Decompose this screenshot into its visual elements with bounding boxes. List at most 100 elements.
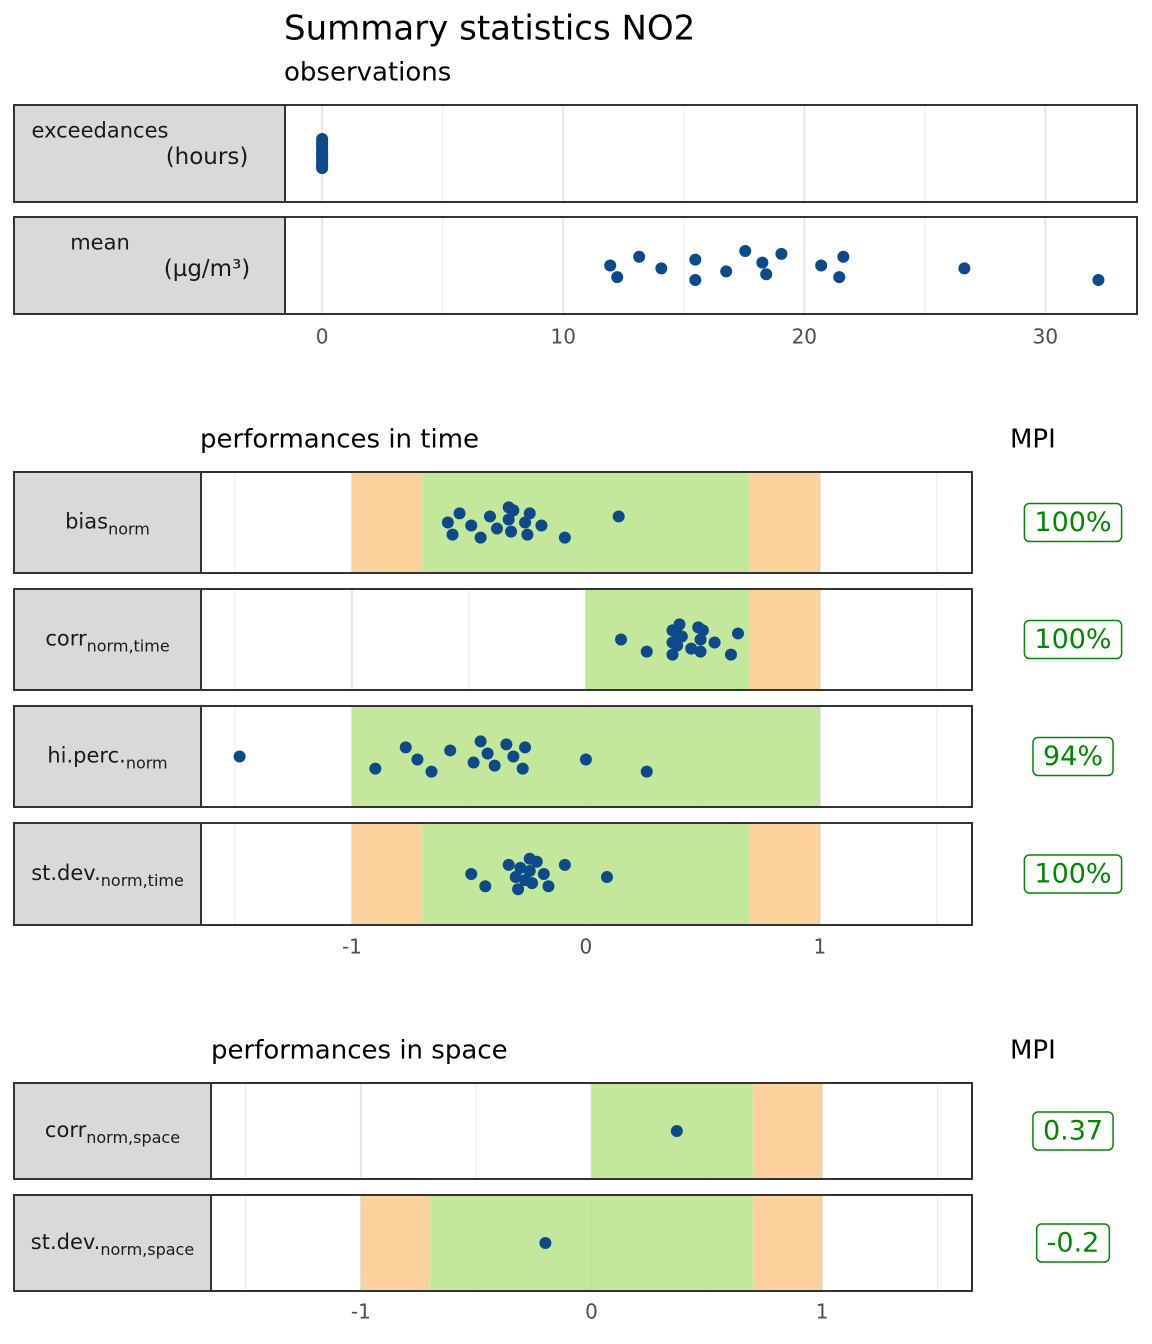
point	[558, 858, 571, 871]
strip-label: bias	[65, 510, 108, 534]
x-tick-label: -1	[351, 1300, 371, 1324]
point	[479, 880, 492, 893]
point	[411, 753, 424, 766]
mpi-value: 0.37	[1043, 1116, 1103, 1147]
x-tick-label: 0	[316, 325, 329, 349]
point	[519, 516, 532, 529]
band	[351, 823, 423, 925]
band	[360, 1195, 431, 1291]
mpi-value: 100%	[1034, 859, 1111, 890]
strip-unit: (µg/m³)	[164, 256, 251, 282]
mpi-title: MPI	[1010, 1036, 1056, 1066]
point	[833, 271, 846, 284]
point	[732, 627, 745, 640]
point	[756, 256, 769, 269]
band	[752, 1195, 823, 1291]
strip-subscript: norm,space	[100, 1240, 194, 1259]
point	[399, 741, 412, 754]
point	[1092, 274, 1105, 287]
point	[689, 274, 702, 287]
point	[502, 513, 515, 526]
strip	[13, 1082, 212, 1180]
mpi-box	[1032, 1111, 1114, 1151]
point	[530, 855, 543, 868]
point	[514, 861, 527, 874]
strip	[13, 216, 286, 315]
point	[600, 871, 613, 884]
point	[633, 250, 646, 263]
point	[474, 735, 487, 748]
strip-label-group: st.dev.norm,time	[31, 861, 184, 890]
strip	[13, 1194, 212, 1292]
point	[316, 150, 329, 163]
x-tick-label: 0	[580, 935, 593, 959]
point	[708, 636, 721, 649]
point	[612, 510, 625, 523]
strip-subscript: norm,time	[101, 871, 184, 890]
point	[526, 877, 539, 890]
point	[523, 507, 536, 520]
point	[670, 1125, 683, 1137]
point	[425, 765, 438, 778]
point	[815, 259, 828, 272]
panel-background	[285, 217, 1137, 314]
mpi-title: MPI	[1010, 425, 1056, 455]
strip-label: corr	[45, 1118, 87, 1142]
strip	[13, 104, 286, 203]
point	[775, 247, 788, 260]
point	[558, 531, 571, 544]
mpi-value: 94%	[1043, 741, 1103, 772]
point	[316, 138, 329, 151]
strip-label: corr	[45, 627, 87, 651]
point	[505, 525, 518, 538]
x-tick-label: 0	[585, 1300, 598, 1324]
strip-unit: (hours)	[166, 144, 249, 170]
x-tick-label: 20	[792, 325, 817, 349]
strip-label: mean	[70, 231, 130, 255]
strip-subscript: norm,space	[86, 1128, 180, 1147]
point	[689, 253, 702, 266]
strip-label: st.dev.	[31, 1230, 101, 1254]
mpi-box	[1032, 736, 1114, 777]
strip-label-group: hi.perc.norm	[47, 744, 167, 773]
point	[512, 883, 525, 896]
mpi-value: -0.2	[1047, 1228, 1100, 1259]
strip-label-group: corrnorm,time	[45, 627, 169, 656]
point	[655, 262, 668, 275]
point	[837, 250, 850, 263]
point	[369, 762, 382, 775]
point	[521, 528, 534, 541]
point	[673, 618, 686, 631]
point	[509, 871, 522, 884]
mpi-box	[1023, 502, 1123, 543]
point	[535, 519, 548, 532]
band	[752, 1083, 823, 1179]
point	[760, 268, 773, 281]
point	[516, 762, 529, 775]
mpi-box	[1035, 1223, 1111, 1263]
point	[316, 162, 329, 175]
strip-subscript: norm	[108, 519, 150, 538]
point	[685, 642, 698, 655]
band	[749, 589, 820, 690]
x-tick-label: 1	[814, 935, 827, 959]
x-tick-label: -1	[342, 935, 362, 959]
point	[523, 864, 536, 877]
point	[724, 648, 737, 661]
point	[467, 756, 480, 769]
strip	[13, 588, 202, 691]
point	[579, 753, 592, 766]
chart-title: performances in space	[211, 1036, 508, 1066]
point	[542, 880, 555, 893]
point	[739, 244, 752, 257]
strip-label-group: corrnorm,space	[45, 1118, 180, 1147]
point	[640, 645, 653, 658]
point	[507, 504, 520, 517]
point	[675, 630, 688, 643]
point	[465, 868, 478, 880]
strip-label-group: st.dev.norm,space	[31, 1230, 194, 1259]
point	[958, 262, 971, 275]
point	[488, 759, 501, 772]
point	[671, 639, 684, 652]
strip-label: st.dev.	[31, 861, 101, 885]
